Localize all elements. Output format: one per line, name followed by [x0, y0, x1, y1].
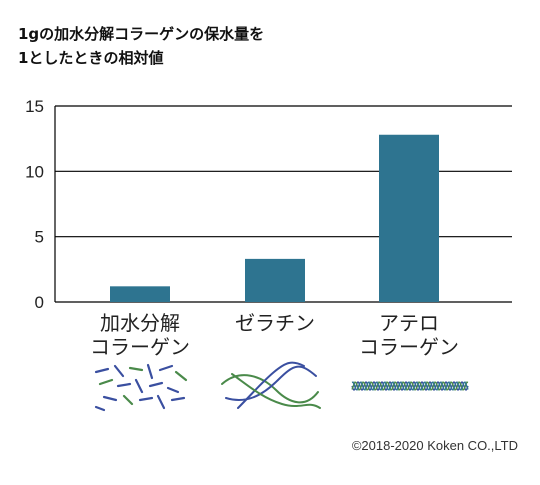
- chart-title-line-2: 1としたときの相対値: [18, 49, 164, 67]
- copyright-text: ©2018-2020 Koken CO.,LTD: [351, 438, 518, 453]
- bar: [110, 286, 170, 302]
- bars: [110, 134, 439, 302]
- bar: [379, 134, 439, 302]
- crossed-strands-icon: [221, 361, 321, 409]
- y-tick-labels: 0 5 10 15: [25, 97, 44, 312]
- bar: [245, 258, 305, 302]
- short-fragments-icon: [94, 363, 188, 412]
- x-tick-label: 加水分解: [100, 311, 180, 335]
- chart-title-line-1: 1gの加水分解コラーゲンの保水量を: [18, 25, 265, 43]
- illustrations: [94, 361, 469, 412]
- x-tick-label: コラーゲン: [359, 335, 459, 359]
- x-tick-label: アテロ: [379, 311, 439, 335]
- y-tick-label: 5: [35, 228, 44, 247]
- y-tick-label: 15: [25, 97, 44, 116]
- x-tick-label: コラーゲン: [90, 335, 190, 359]
- x-tick-label: ゼラチン: [235, 311, 315, 335]
- y-tick-label: 0: [35, 293, 44, 312]
- chart-title: 1gの加水分解コラーゲンの保水量を 1としたときの相対値: [18, 22, 264, 70]
- y-tick-label: 10: [25, 162, 44, 181]
- triple-helix-icon: [351, 380, 469, 392]
